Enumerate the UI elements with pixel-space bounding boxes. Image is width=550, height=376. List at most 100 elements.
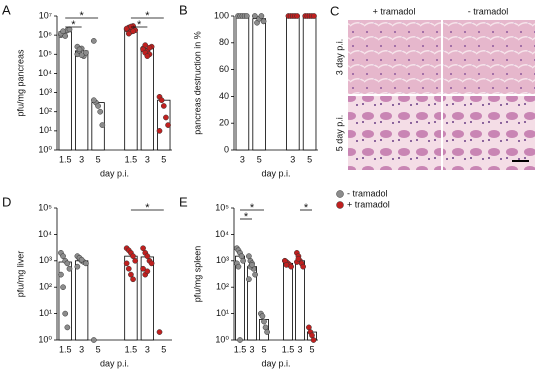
data-point xyxy=(95,103,101,109)
y-tick-label: 10³ xyxy=(39,87,52,97)
data-point xyxy=(258,13,265,19)
data-point xyxy=(78,256,85,263)
data-point xyxy=(130,276,136,283)
y-axis-label: pancreas destruction in % xyxy=(192,31,202,135)
row-label: 3 day p.i. xyxy=(334,39,344,76)
y-tick-label: 100 xyxy=(214,10,229,20)
data-point xyxy=(60,28,66,35)
y-tick-label: 10⁵ xyxy=(215,202,229,212)
y-tick-label: 10³ xyxy=(39,255,52,265)
bar xyxy=(140,48,155,151)
x-tick-label: 3 xyxy=(297,344,302,354)
x-tick-label: 5 xyxy=(257,154,262,164)
y-tick-label: 40 xyxy=(219,91,229,101)
data-point xyxy=(251,13,258,19)
data-point xyxy=(146,44,153,51)
data-point xyxy=(125,265,132,272)
y-tick-label: 10⁴ xyxy=(38,68,52,78)
data-point xyxy=(64,324,71,331)
y-tick-label: 10⁵ xyxy=(38,49,52,59)
bar xyxy=(295,260,305,341)
significance-label: * xyxy=(304,202,309,214)
x-tick-label: 3 xyxy=(79,344,84,354)
data-point xyxy=(132,257,139,264)
micrograph xyxy=(348,96,441,170)
panel-letter: C xyxy=(330,3,339,18)
x-tick-label: 3 xyxy=(145,154,150,164)
histology-panel: C + tramadol - tramadol 3 day p.i. 5 day… xyxy=(330,3,535,170)
y-tick-label: 10⁶ xyxy=(38,30,52,40)
data-point xyxy=(311,13,317,19)
x-axis-label: day p.i. xyxy=(100,358,129,368)
data-point xyxy=(295,255,302,262)
x-axis-label: day p.i. xyxy=(261,358,290,368)
y-tick-label: 10² xyxy=(216,282,229,292)
x-tick-label: 1.5 xyxy=(125,154,138,164)
data-point xyxy=(165,122,171,128)
data-point xyxy=(78,52,85,59)
y-tick-label: 10⁴ xyxy=(215,229,229,239)
data-point xyxy=(62,310,69,317)
bar xyxy=(302,15,317,151)
data-point xyxy=(259,313,266,320)
data-point xyxy=(261,318,267,325)
row-label: 5 day p.i. xyxy=(334,115,344,152)
significance-label: * xyxy=(145,10,150,22)
data-point xyxy=(62,33,69,39)
data-point xyxy=(83,260,89,267)
x-tick-label: 3 xyxy=(249,344,254,354)
x-tick-label: 5 xyxy=(307,154,312,164)
data-point xyxy=(144,268,151,275)
x-tick-label: 5 xyxy=(96,154,101,164)
data-point xyxy=(163,114,169,121)
y-tick-label: 10⁷ xyxy=(39,10,52,20)
panel-letter: A xyxy=(2,2,11,17)
data-point xyxy=(74,263,81,270)
significance-label: * xyxy=(80,10,85,22)
x-tick-label: 3 xyxy=(79,154,84,164)
y-tick-label: 10⁰ xyxy=(215,334,229,344)
y-tick-label: 10¹ xyxy=(39,308,52,318)
data-point xyxy=(252,271,258,278)
data-point xyxy=(264,329,270,335)
data-point xyxy=(237,337,243,343)
y-tick-label: 10¹ xyxy=(216,308,229,318)
x-tick-label: 1.5 xyxy=(59,154,72,164)
data-point xyxy=(97,108,104,115)
data-point xyxy=(66,265,73,272)
y-tick-label: 10³ xyxy=(216,255,229,265)
x-axis-label: day p.i. xyxy=(261,168,290,178)
data-point xyxy=(90,337,97,343)
y-tick-label: 60 xyxy=(219,64,229,74)
data-point xyxy=(156,329,163,335)
data-point xyxy=(125,30,132,37)
bar xyxy=(124,28,138,151)
y-tick-label: 10² xyxy=(39,282,52,292)
x-tick-label: 1.5 xyxy=(234,344,247,354)
data-point xyxy=(283,262,290,268)
bar xyxy=(58,31,72,151)
data-point xyxy=(64,260,71,267)
y-axis-label: pfu/mg pancreas xyxy=(15,49,25,117)
y-tick-label: 10⁵ xyxy=(38,202,52,212)
data-point xyxy=(128,271,134,278)
data-point xyxy=(60,284,66,291)
x-tick-label: 1.5 xyxy=(125,344,138,354)
significance-label: * xyxy=(250,202,255,214)
data-point xyxy=(294,13,301,19)
x-tick-label: 1.5 xyxy=(282,344,295,354)
column-label: - tramadol xyxy=(468,6,509,16)
data-point xyxy=(58,271,64,278)
micrograph xyxy=(443,20,535,94)
data-point xyxy=(158,97,165,104)
significance-label: * xyxy=(244,211,249,223)
data-point xyxy=(246,276,252,283)
bar xyxy=(252,18,266,151)
data-point xyxy=(243,13,250,19)
y-tick-label: 10⁴ xyxy=(38,229,52,239)
x-tick-label: 3 xyxy=(145,344,150,354)
data-point xyxy=(128,23,134,30)
micrograph xyxy=(443,96,535,170)
data-point xyxy=(260,18,267,25)
